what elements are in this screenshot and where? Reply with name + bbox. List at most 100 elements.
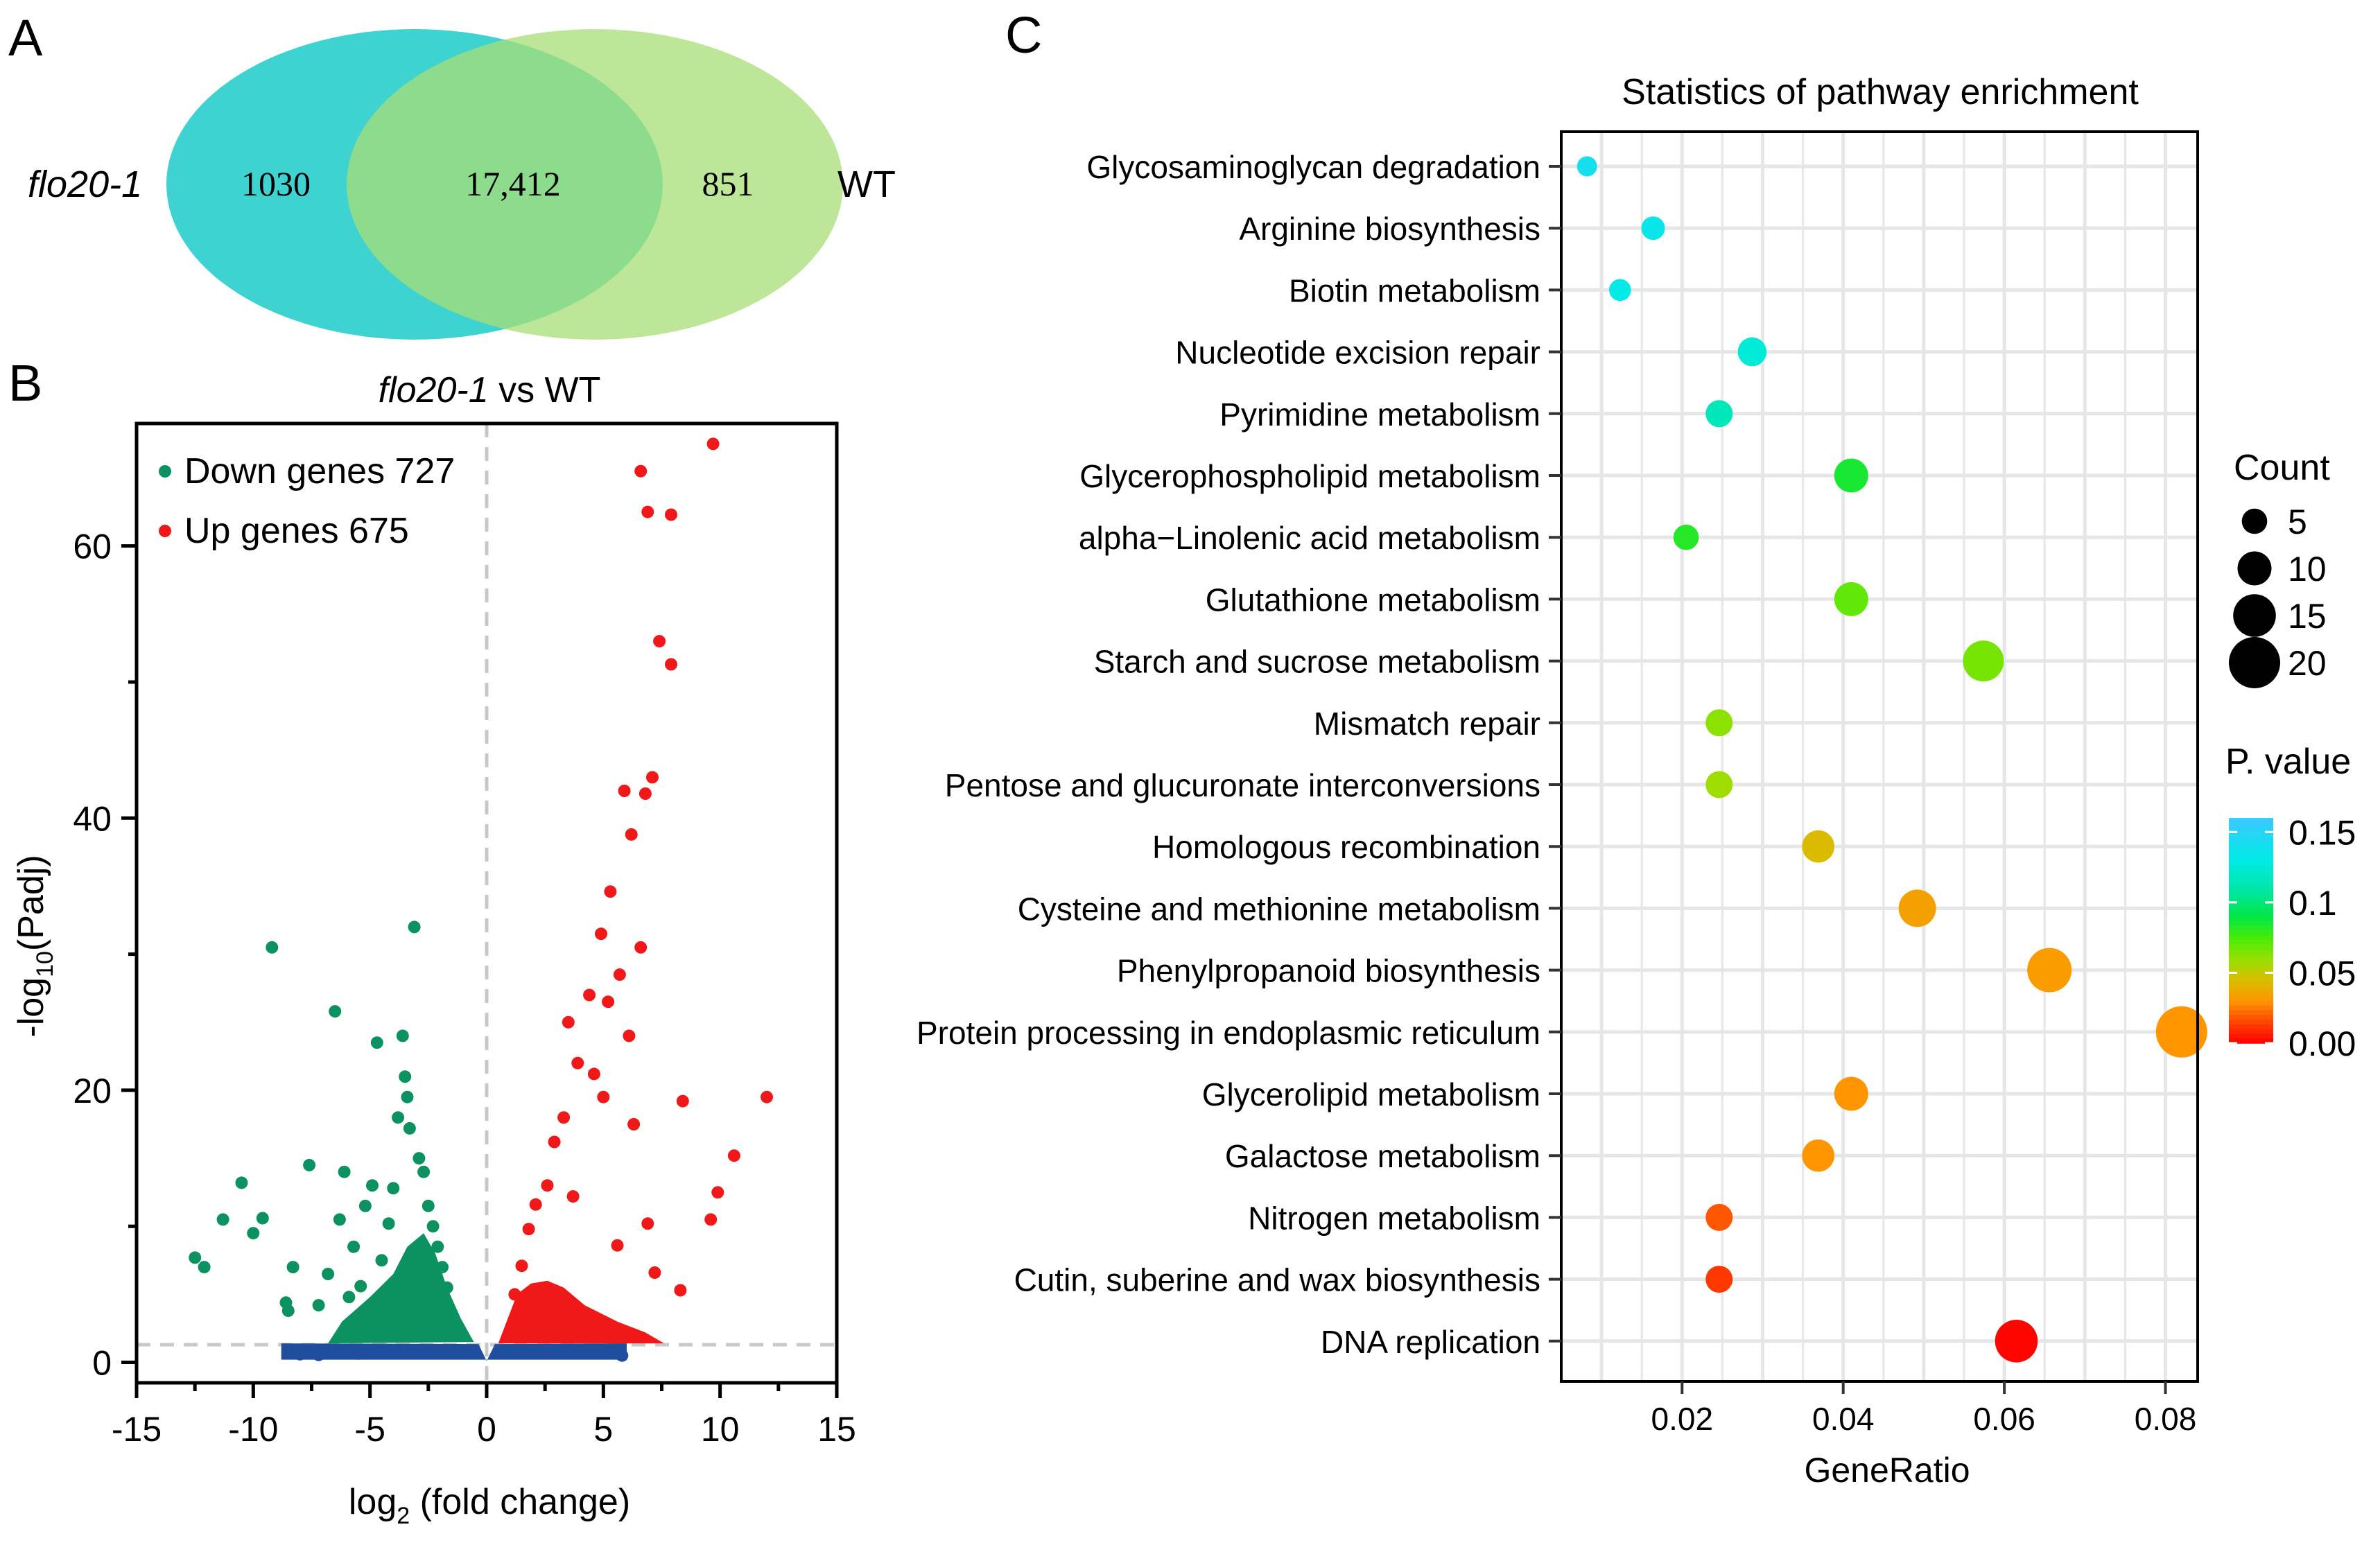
color-bar-segment xyxy=(2229,1024,2273,1030)
volcano-point-up xyxy=(639,787,652,800)
enrichment-bubble xyxy=(1834,1076,1868,1111)
volcano-ylabel-suffix: (Padj) xyxy=(11,855,51,951)
panel-b-label: B xyxy=(8,354,42,412)
volcano-point-down xyxy=(403,1121,416,1135)
enrichment-pathway-label: Glycosaminoglycan degradation xyxy=(1086,149,1540,185)
volcano-x-axis: -15 -10 -5 0 5 10 15 xyxy=(112,1383,856,1449)
enrichment-pathway-label: Protein processing in endoplasmic reticu… xyxy=(917,1015,1540,1051)
volcano-point-up xyxy=(665,508,677,521)
enrichment-pathway-label: Homologous recombination xyxy=(1152,829,1540,865)
volcano-title-rest: vs WT xyxy=(489,370,601,410)
color-bar-segment xyxy=(2229,893,2273,898)
enrichment-bubble xyxy=(1705,1266,1733,1293)
color-bar-segment xyxy=(2229,869,2273,875)
volcano-point-ns xyxy=(604,1343,617,1356)
color-bar-segment xyxy=(2229,888,2273,894)
volcano-point-down xyxy=(382,1217,395,1230)
enrichment-bubble xyxy=(1705,1203,1733,1231)
volcano-point-up xyxy=(653,635,666,648)
color-bar-segment xyxy=(2229,1005,2273,1011)
volcano-point-down xyxy=(440,1281,453,1294)
enrichment-pathway-label: Nitrogen metabolism xyxy=(1248,1200,1540,1236)
volcano-point-down xyxy=(358,1199,372,1212)
legend-up-marker xyxy=(159,525,171,537)
volcano-point-up xyxy=(727,1149,740,1162)
color-bar-segment xyxy=(2229,986,2273,993)
color-bar-segment xyxy=(2229,827,2273,833)
color-bar-tick-label: 0.05 xyxy=(2288,954,2356,993)
volcano-ns-region xyxy=(281,1343,627,1361)
volcano-point-up xyxy=(595,927,607,941)
volcano-point-down xyxy=(354,1280,367,1293)
volcano-xlabel-sub: 2 xyxy=(397,1503,410,1529)
volcano-down-cloud xyxy=(328,1233,474,1344)
color-bar-segment xyxy=(2229,911,2273,917)
color-bar-segment xyxy=(2229,930,2273,936)
enrichment-pathway-label: Glycerolipid metabolism xyxy=(1202,1076,1540,1112)
volcano-point-down xyxy=(366,1179,379,1192)
volcano-point-up xyxy=(623,1029,636,1042)
volcano-xlabel-suffix: (fold change) xyxy=(410,1482,630,1522)
volcano-point-up xyxy=(646,771,659,784)
volcano-point-down xyxy=(387,1182,400,1195)
volcano-point-up xyxy=(587,1067,600,1081)
enrichment-bubble xyxy=(1802,830,1834,863)
volcano-x-tick-label: 15 xyxy=(817,1410,856,1449)
enrichment-y-axis: Glycosaminoglycan degradation Arginine bi… xyxy=(917,149,1561,1360)
enrichment-bubble xyxy=(1641,216,1665,241)
volcano-y-tick-label: 40 xyxy=(73,799,112,838)
volcano-title: flo20-1 vs WT xyxy=(379,370,601,410)
volcano-y-axis: 0 20 40 60 xyxy=(73,527,137,1383)
enrichment-pathway-label: Pentose and glucuronate interconversions xyxy=(945,767,1540,803)
volcano-point-down xyxy=(333,1213,346,1226)
volcano-legend: Down genes 727 Up genes 675 xyxy=(159,451,455,551)
color-bar-segment xyxy=(2229,883,2273,889)
volcano-point-up xyxy=(566,1190,580,1203)
volcano-ylabel-sub: 10 xyxy=(32,951,58,977)
enrichment-bubble xyxy=(2027,948,2072,993)
volcano-point-down xyxy=(189,1251,202,1264)
enrichment-pathway-label: Galactose metabolism xyxy=(1225,1138,1540,1174)
enrichment-bubble xyxy=(1673,524,1699,550)
enrichment-bubble xyxy=(1609,279,1631,302)
volcano-point-down xyxy=(417,1165,431,1178)
color-bar-segment xyxy=(2229,879,2273,884)
size-legend-marker xyxy=(2229,637,2280,688)
volcano-x-tick-label: -5 xyxy=(354,1410,385,1449)
volcano-ns-cloud xyxy=(281,1343,627,1361)
venn-right-set-name: WT xyxy=(837,164,896,205)
volcano-x-tick-label: 5 xyxy=(593,1410,613,1449)
volcano-point-up xyxy=(597,1090,610,1103)
volcano-point-up xyxy=(618,785,631,797)
size-legend-marker xyxy=(2237,551,2272,586)
color-bar-segment xyxy=(2229,822,2273,828)
color-bar-tick-label: 0.15 xyxy=(2288,813,2356,852)
volcano-x-tick-label: 10 xyxy=(701,1410,740,1449)
color-bar-segment xyxy=(2229,1010,2273,1016)
volcano-point-ns xyxy=(312,1348,325,1361)
enrichment-x-tick-label: 0.08 xyxy=(2135,1401,2197,1437)
color-bar-segment xyxy=(2229,855,2273,861)
volcano-y-tick-label: 0 xyxy=(92,1344,112,1383)
enrichment-pathway-label: Biotin metabolism xyxy=(1289,272,1540,308)
color-bar-segment xyxy=(2229,940,2273,945)
color-bar-segment xyxy=(2229,864,2273,871)
volcano-point-down xyxy=(329,1005,342,1018)
volcano-point-down xyxy=(436,1261,449,1274)
volcano-point-up xyxy=(548,1135,561,1149)
volcano-point-up xyxy=(611,1239,624,1252)
panel-a-label: A xyxy=(8,9,43,67)
enrichment-grid xyxy=(1561,132,2198,1381)
volcano-point-down xyxy=(375,1254,388,1267)
volcano-y-tick-label: 60 xyxy=(73,527,112,566)
volcano-point-up xyxy=(604,885,617,898)
volcano-title-italic: flo20-1 xyxy=(379,370,489,410)
volcano-point-down xyxy=(266,941,279,954)
volcano-point-down xyxy=(216,1213,229,1226)
volcano-point-up xyxy=(665,658,677,671)
volcano-point-down xyxy=(392,1111,405,1124)
enrichment-bubble xyxy=(1834,582,1868,616)
size-legend-marker xyxy=(2241,508,2268,534)
color-legend-title: P. value xyxy=(2225,742,2351,782)
volcano-point-up xyxy=(706,437,720,451)
